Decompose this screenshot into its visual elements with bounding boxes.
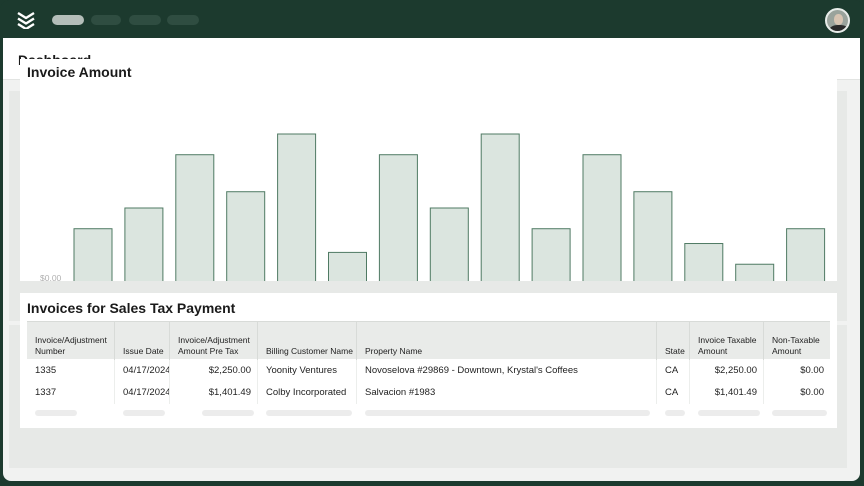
table-header-row: Invoice/Adjustment Number Issue Date Inv… xyxy=(27,321,830,360)
cell-amount-pre-tax: $1,401.49 xyxy=(170,382,258,404)
user-avatar-icon[interactable] xyxy=(825,8,850,33)
chart-bar[interactable] xyxy=(735,263,775,281)
cell-billing-customer: Yoonity Ventures xyxy=(258,360,357,382)
cell-issue-date: 04/17/2024 xyxy=(115,382,170,404)
cell-property-name: Novoselova #29869 - Downtown, Krystal's … xyxy=(357,360,657,382)
column-header-property-name[interactable]: Property Name xyxy=(357,322,657,360)
chart-title: Invoice Amount xyxy=(27,64,132,80)
loading-skeleton xyxy=(665,410,685,416)
nav-item[interactable] xyxy=(167,15,199,25)
loading-skeleton xyxy=(35,410,77,416)
table-row-loading-placeholder xyxy=(27,404,830,426)
chart-bar[interactable] xyxy=(226,191,266,281)
column-header-taxable-amount[interactable]: Invoice Taxable Amount xyxy=(690,322,764,360)
cell-amount-pre-tax: $2,250.00 xyxy=(170,360,258,382)
column-header-state[interactable]: State xyxy=(657,322,690,360)
chart-bar[interactable] xyxy=(480,133,520,281)
invoice-amount-chart-card: Invoice Amount $0.0002-0103-0104-0105-01… xyxy=(20,59,837,281)
nav-item[interactable] xyxy=(91,15,121,25)
loading-skeleton xyxy=(772,410,827,416)
cell-state: CA xyxy=(657,360,690,382)
column-header-invoice-number[interactable]: Invoice/Adjustment Number xyxy=(27,322,115,360)
nav-item[interactable] xyxy=(129,15,161,25)
cell-non-taxable-amount: $0.00 xyxy=(800,387,824,398)
table-title: Invoices for Sales Tax Payment xyxy=(27,300,236,316)
chart-bar[interactable] xyxy=(582,154,622,281)
chart-bar[interactable] xyxy=(328,251,367,281)
cell-property-name: Salvacion #1983 xyxy=(357,382,657,404)
loading-skeleton xyxy=(123,410,165,416)
cell-taxable-amount: $1,401.49 xyxy=(690,382,764,404)
top-navigation-bar xyxy=(0,0,864,38)
invoice-amount-bar-chart: $0.0002-0103-0104-0105-0106-0107-01 xyxy=(40,133,826,281)
loading-skeleton xyxy=(698,410,760,416)
layers-logo-icon[interactable] xyxy=(16,11,36,29)
column-header-amount-pre-tax[interactable]: Invoice/Adjustment Amount Pre Tax xyxy=(170,322,258,360)
loading-skeleton xyxy=(365,410,650,416)
loading-skeleton xyxy=(266,410,352,416)
chart-bar[interactable] xyxy=(786,228,826,281)
chart-bar[interactable] xyxy=(175,154,215,281)
sales-tax-table-card: Invoices for Sales Tax Payment Invoice/A… xyxy=(20,293,837,428)
column-header-issue-date[interactable]: Issue Date xyxy=(115,322,170,360)
table-row[interactable]: 1337 04/17/2024 $1,401.49 Colby Incorpor… xyxy=(27,382,830,404)
cell-invoice-number: 1337 xyxy=(27,382,115,404)
chart-bar[interactable] xyxy=(684,243,724,281)
chart-bar[interactable] xyxy=(73,228,113,281)
column-header-billing-customer[interactable]: Billing Customer Name xyxy=(258,322,357,360)
column-header-non-taxable-amount[interactable]: Non-Taxable Amount xyxy=(772,335,820,356)
chart-bar[interactable] xyxy=(429,207,469,281)
cell-issue-date: 04/17/2024 xyxy=(115,360,170,382)
table-row[interactable]: 1335 04/17/2024 $2,250.00 Yoonity Ventur… xyxy=(27,360,830,382)
nav-item-active[interactable] xyxy=(52,15,84,25)
cell-invoice-number: 1335 xyxy=(27,360,115,382)
chart-bar[interactable] xyxy=(633,191,673,281)
cell-taxable-amount: $2,250.00 xyxy=(690,360,764,382)
cell-state: CA xyxy=(657,382,690,404)
loading-skeleton xyxy=(202,410,254,416)
chart-bar[interactable] xyxy=(378,154,418,281)
chart-bar[interactable] xyxy=(531,228,571,281)
cell-billing-customer: Colby Incorporated xyxy=(258,382,357,404)
y-tick-label: $0.00 xyxy=(40,273,62,281)
chart-bar[interactable] xyxy=(277,133,317,281)
chart-bar[interactable] xyxy=(124,207,164,281)
cell-non-taxable-amount: $0.00 xyxy=(800,365,824,376)
